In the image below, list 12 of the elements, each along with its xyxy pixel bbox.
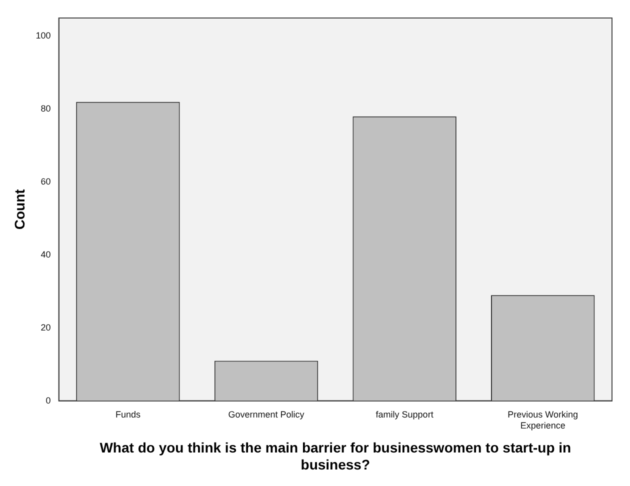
y-tick-label: 80	[40, 104, 51, 114]
y-tick-label: 100	[36, 30, 51, 41]
x-tick-label: Government Policy	[228, 410, 305, 420]
x-tick-label: Funds	[115, 410, 141, 420]
y-tick-label: 40	[40, 249, 51, 260]
y-axis-title: Count	[11, 188, 28, 230]
y-tick-label: 20	[40, 322, 51, 332]
x-tick-label: family Support	[376, 410, 434, 420]
x-axis-title: What do you think is the main barrier for businesswomen to start-up in business?	[100, 440, 572, 472]
y-tick-label: 60	[40, 176, 51, 187]
x-tick-label: Previous Working Experience	[508, 410, 578, 430]
y-tick-label: 0	[46, 395, 51, 406]
